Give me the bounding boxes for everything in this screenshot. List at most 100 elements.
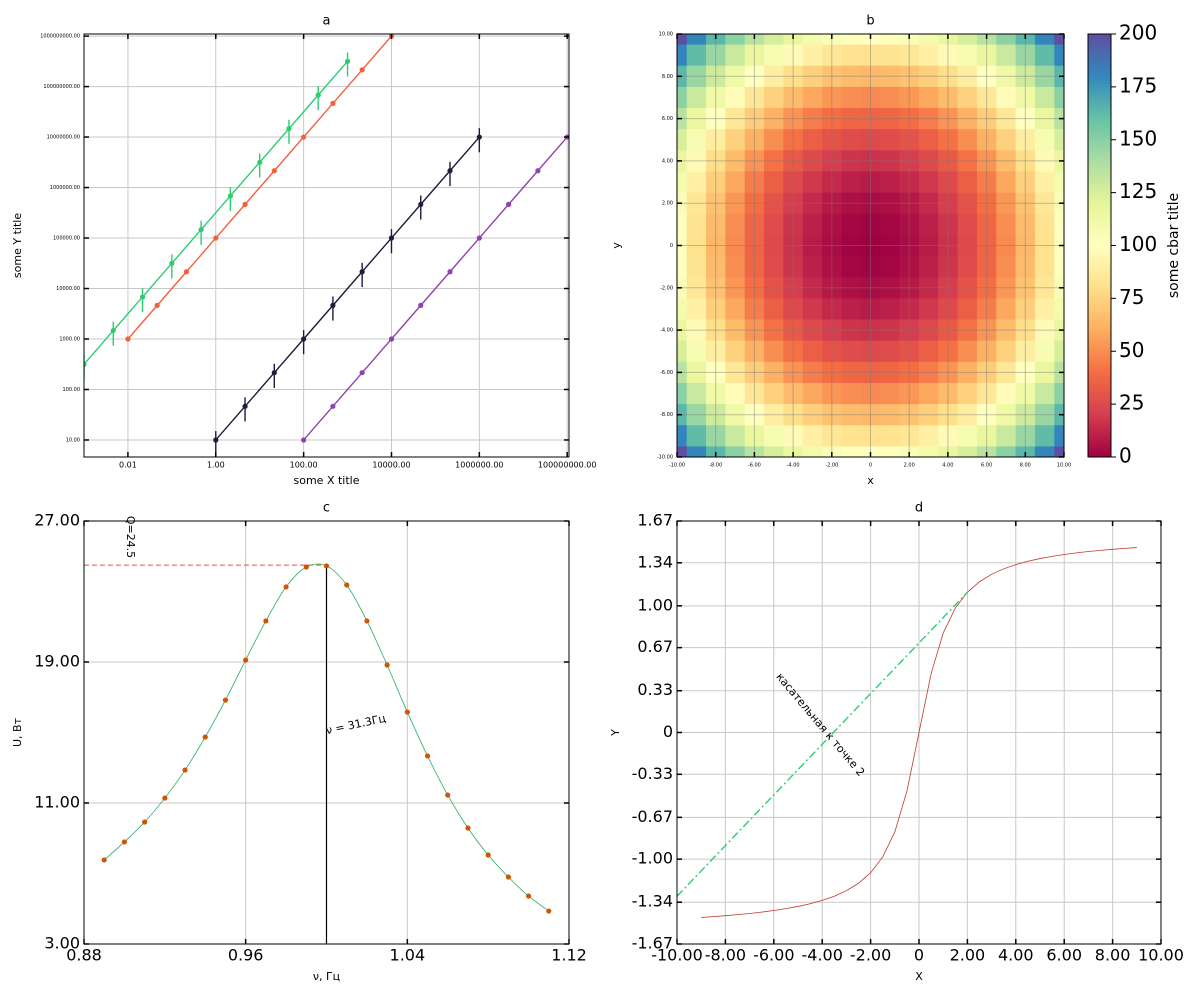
heatmap-cell bbox=[899, 340, 920, 363]
heatmap-cell bbox=[783, 319, 804, 342]
heatmap-cell bbox=[686, 129, 707, 151]
heatmap-cell bbox=[957, 213, 978, 236]
heatmap-cell bbox=[938, 129, 959, 151]
heatmap-cell bbox=[841, 446, 862, 457]
heatmap-cell bbox=[996, 319, 1017, 342]
heatmap-cell bbox=[677, 86, 688, 109]
panel: c ν, Гц U, Вт Q=24.5 ν = 31.3Гц 0.88 0.96 1.04 1… bbox=[11, 501, 587, 984]
point bbox=[213, 235, 219, 241]
heatmap-cell bbox=[725, 404, 746, 426]
point bbox=[182, 767, 188, 773]
point bbox=[121, 839, 128, 845]
heatmap-cell bbox=[880, 319, 901, 342]
heatmap-cell bbox=[957, 361, 978, 384]
heatmap-cell bbox=[744, 404, 765, 426]
heatmap-cell bbox=[822, 108, 843, 130]
heatmap-cell bbox=[802, 171, 823, 194]
heatmap-cell bbox=[899, 86, 920, 109]
heatmap-cell bbox=[918, 382, 939, 405]
heatmap-cell bbox=[976, 150, 997, 173]
grid bbox=[84, 34, 569, 457]
heatmap-cell bbox=[744, 319, 765, 342]
heatmap-cell bbox=[764, 129, 785, 151]
heatmap-cell bbox=[744, 192, 765, 215]
heatmap-cell bbox=[802, 65, 823, 88]
heatmap-cell bbox=[1054, 171, 1064, 194]
x-axis-label: x bbox=[867, 474, 874, 487]
heatmap-cell bbox=[899, 404, 920, 426]
y-tick-label: 1000000000.00 bbox=[40, 34, 80, 40]
x-tick-label: 2.00 bbox=[904, 463, 915, 469]
heatmap-cell bbox=[764, 192, 785, 215]
heatmap-cell bbox=[706, 425, 726, 448]
heatmap-cell bbox=[706, 65, 726, 88]
heatmap-cell bbox=[996, 108, 1017, 130]
heatmap-cell bbox=[1054, 382, 1064, 405]
x-axis-label: X bbox=[915, 970, 923, 983]
colorbar-tick-label: 200 bbox=[1119, 21, 1157, 45]
heatmap-cell bbox=[1054, 446, 1064, 457]
heatmap-cell bbox=[880, 298, 901, 321]
heatmap-cell bbox=[1015, 256, 1036, 278]
y-tick-label: 27.00 bbox=[34, 511, 80, 530]
heatmap-cell bbox=[686, 361, 707, 384]
y-tick-label: 0.67 bbox=[637, 637, 673, 656]
heatmap-cell bbox=[938, 319, 959, 342]
heatmap-cell bbox=[996, 129, 1017, 151]
colorbar-tick-label: 100 bbox=[1119, 232, 1157, 256]
heatmap-cell bbox=[976, 256, 997, 278]
heatmap-cell bbox=[996, 361, 1017, 384]
y-axis-label: y bbox=[610, 242, 623, 249]
heatmap-cell bbox=[802, 256, 823, 278]
point bbox=[301, 336, 307, 342]
y-tick-label: -1.67 bbox=[632, 934, 673, 953]
plot-area bbox=[677, 521, 1161, 944]
heatmap-cell bbox=[802, 86, 823, 109]
heatmap-cell bbox=[677, 108, 688, 130]
heatmap-cell bbox=[860, 256, 881, 278]
heatmap-cell bbox=[938, 213, 959, 236]
heatmap-cell bbox=[677, 382, 688, 405]
heatmap-cell bbox=[1015, 234, 1036, 257]
heatmap-cell bbox=[899, 44, 920, 67]
heatmap-cell bbox=[899, 298, 920, 321]
y-tick-label: -8.00 bbox=[660, 412, 673, 418]
point bbox=[301, 134, 307, 140]
heatmap-cell bbox=[841, 34, 862, 46]
heatmap-cell bbox=[764, 171, 785, 194]
heatmap-cell bbox=[744, 171, 765, 194]
heatmap-cell bbox=[899, 446, 920, 457]
heatmap-cell bbox=[802, 44, 823, 67]
heatmap-cell bbox=[841, 213, 862, 236]
heatmap-cell bbox=[1034, 361, 1055, 384]
plot-area bbox=[677, 34, 1064, 457]
heatmap-cell bbox=[880, 34, 901, 46]
heatmap-cell bbox=[976, 340, 997, 363]
heatmap-cell bbox=[860, 213, 881, 236]
point bbox=[330, 100, 336, 107]
heatmap-cell bbox=[841, 234, 862, 257]
heatmap-cell bbox=[677, 361, 688, 384]
heatmap-cell bbox=[1034, 34, 1055, 46]
heatmap-cell bbox=[1054, 44, 1064, 67]
heatmap-cell bbox=[725, 192, 746, 215]
heatmap-cell bbox=[938, 108, 959, 130]
heatmap-cell bbox=[725, 319, 746, 342]
heatmap-cell bbox=[764, 65, 785, 88]
heatmap-cell bbox=[706, 192, 726, 215]
y-tick-label: 1.34 bbox=[637, 552, 673, 571]
heatmap-cell bbox=[1015, 425, 1036, 448]
x-tick-label: -4.00 bbox=[787, 463, 800, 469]
x-tick-label: 6.00 bbox=[1046, 946, 1082, 965]
heatmap-cell bbox=[1015, 129, 1036, 151]
point bbox=[263, 618, 269, 624]
point bbox=[359, 67, 365, 73]
heatmap-cell bbox=[725, 34, 746, 46]
heatmap-cell bbox=[996, 150, 1017, 173]
heatmap-cell bbox=[918, 277, 939, 299]
heatmap-cell bbox=[957, 65, 978, 88]
heatmap-cell bbox=[957, 171, 978, 194]
heatmap-cell bbox=[957, 129, 978, 151]
heatmap-cell bbox=[783, 213, 804, 236]
heatmap-cell bbox=[996, 65, 1017, 88]
